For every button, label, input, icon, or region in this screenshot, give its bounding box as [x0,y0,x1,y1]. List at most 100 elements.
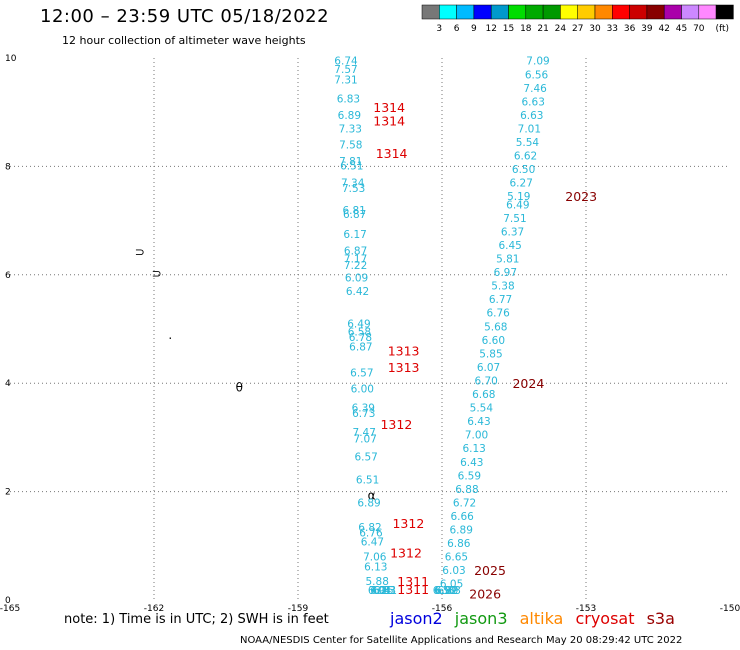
color-scale-swatch [629,4,648,20]
wave-height-label: 7.17 [344,254,367,266]
land-outline: · [168,332,172,346]
color-scale-label: 30 [589,24,601,34]
wave-height-label: 6.37 [501,226,524,238]
time-label: 1313 [388,344,420,359]
wave-height-label: 6.56 [525,69,549,81]
time-label: 1314 [373,113,405,128]
color-scale-label: 39 [641,24,653,34]
footer-credit: NOAA/NESDIS Center for Satellite Applica… [240,635,683,646]
time-label: 1314 [376,146,408,161]
wave-height-label: 6.76 [359,527,383,539]
color-scale-unit: (ft) [715,24,729,34]
color-scale-swatch [577,4,596,20]
wave-height-label: 6.07 [477,362,500,374]
wave-height-label: 6.83 [337,94,360,106]
color-scale-swatch [663,4,682,20]
x-tick-label: -162 [144,604,164,614]
color-scale-swatch [698,4,717,20]
wave-height-label: 6.76 [486,308,510,320]
wave-height-label: 6.83 [438,585,461,597]
wave-height-label: 7.01 [518,123,541,135]
wave-height-label: 5.85 [479,348,502,360]
time-label: 1312 [380,417,412,432]
color-scale-swatch [542,4,561,20]
wave-height-label: 6.05 [440,579,463,591]
time-label: 2023 [565,189,597,204]
wave-height-label: 6.86 [447,538,471,550]
x-tick-label: -156 [432,604,453,614]
wave-height-label: 6.88 [455,484,478,496]
wave-height-label: 6.17 [343,229,366,241]
time-label: 2026 [469,586,501,601]
wave-height-label: 6.87 [343,209,366,221]
legend-jason2: jason2 [390,609,443,628]
land-outline: ⊃ [135,245,145,259]
y-tick-label: 8 [5,162,11,172]
wave-height-label: 5.88 [366,576,389,588]
color-scale-label: 12 [485,24,496,34]
legend-cryosat: cryosat [575,609,635,628]
wave-height-label: 6.25 [370,585,393,597]
time-label: 1313 [388,360,420,375]
wave-height-label: 5.19 [507,191,530,203]
wave-height-label: 6.89 [338,110,361,122]
time-label: 1314 [373,100,405,115]
color-scale-label: 27 [572,24,583,34]
wave-height-label: 6.49 [347,319,370,331]
wave-height-label: 5.68 [484,321,507,333]
wave-height-label: 5.81 [496,254,519,266]
color-scale-swatch [439,4,457,20]
time-label: 2024 [512,376,544,391]
color-scale-swatch [715,4,734,20]
x-tick-label: -153 [576,604,596,614]
y-tick-label: 10 [5,54,17,64]
wave-height-label: 7.58 [339,140,362,152]
wave-height-label: 6.13 [364,561,387,573]
wave-height-label: 7.81 [339,156,362,168]
wave-height-label: 6.50 [433,585,456,597]
wave-height-label: 6.81 [374,585,397,597]
wave-height-label: 6.51 [356,475,379,487]
wave-height-label: 6.81 [342,205,365,217]
wave-height-label: 6.87 [349,341,372,353]
wave-height-label: 6.77 [489,294,512,306]
wave-height-label: 6.09 [345,273,368,285]
wave-height-label: 6.00 [351,384,374,396]
wave-height-label: 6.89 [450,525,473,537]
wave-height-label: 6.59 [458,470,481,482]
wave-height-label: 5.54 [470,403,494,415]
page-title: 12:00 – 23:59 UTC 05/18/2022 [40,6,330,27]
color-scale-swatch [456,4,475,20]
color-scale-label: 9 [471,24,477,34]
wave-height-label: 6.49 [506,199,529,211]
wave-height-label: 7.01 [369,585,392,597]
wave-height-label: 6.78 [349,332,372,344]
wave-height-label: 6.89 [435,585,458,597]
wave-height-label: 6.62 [514,151,537,163]
wave-height-label: 6.13 [462,443,485,455]
wave-height-label: 6.72 [453,497,476,509]
wave-height-label: 6.65 [445,552,468,564]
time-label: 2025 [474,563,506,578]
color-scale-swatch [681,4,700,20]
wave-height-label: 6.70 [474,375,497,387]
land-outline: ⊃ [152,267,162,281]
wave-height-label: 7.06 [363,552,387,564]
wave-height-label: 6.03 [442,565,465,577]
color-scale-swatch [490,4,509,20]
color-scale-swatch [421,4,440,20]
x-tick-label: -159 [288,604,309,614]
wave-height-label: 6.68 [472,389,495,401]
color-scale-label: 3 [436,24,442,34]
wave-height-label: 5.54 [516,137,540,149]
wave-height-label: 6.82 [358,522,381,534]
y-tick-label: 0 [5,596,11,606]
legend-altika: altika [519,609,564,628]
time-label: 1311 [397,574,429,589]
color-scale-swatch [525,4,544,20]
wave-height-label: 6.50 [512,164,535,176]
wave-height-label: 7.09 [526,56,549,68]
color-scale-label: 6 [454,24,460,34]
wave-height-label: 6.47 [361,536,384,548]
